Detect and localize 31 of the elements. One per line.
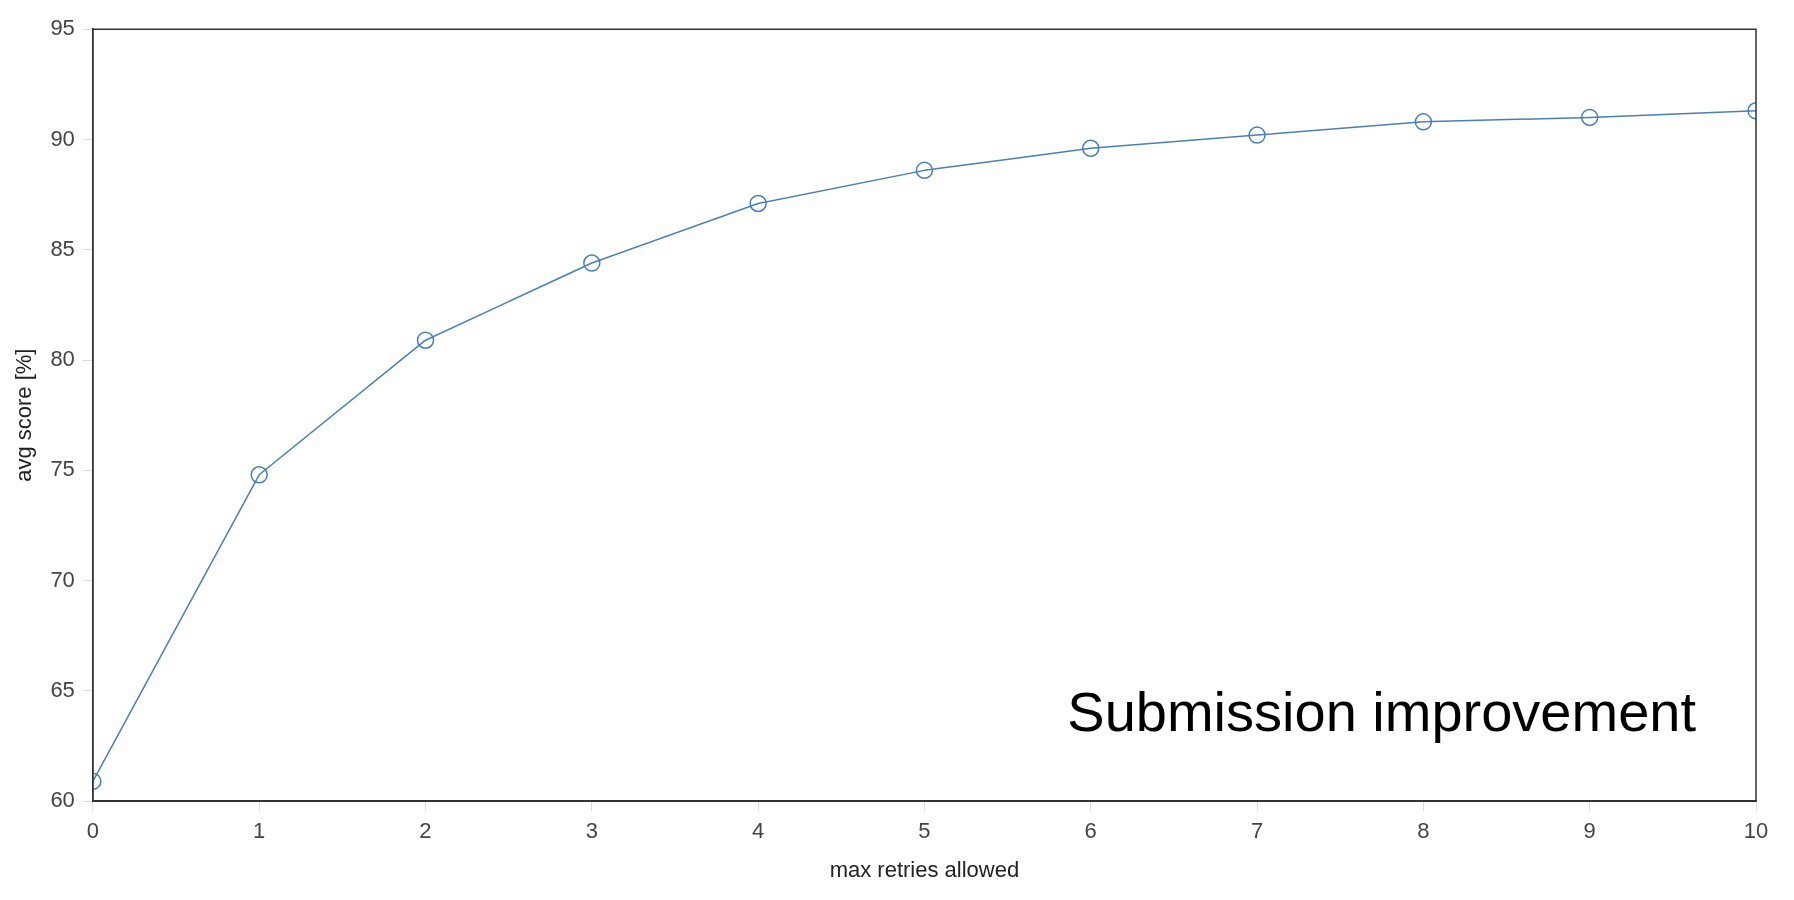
point [749, 194, 767, 213]
x-tick-label: 4 [752, 818, 765, 844]
y-axis-title: avg score [%] [11, 348, 37, 482]
point [915, 161, 934, 180]
x-tick-label: 6 [1084, 818, 1097, 844]
x-tick-label: 0 [86, 818, 99, 844]
x-tick-label: 1 [253, 818, 266, 844]
x-tick-label: 10 [1743, 818, 1769, 844]
y-tick-label: 75 [50, 456, 75, 482]
x-tick-label: 9 [1583, 818, 1596, 844]
point [583, 254, 601, 272]
x-axis-title: max retries allowed [829, 856, 1020, 882]
y-tick-label: 95 [50, 15, 75, 41]
x-tick-label: 3 [585, 818, 598, 844]
y-tick-label: 80 [50, 346, 75, 372]
x-tick-label: 5 [918, 818, 931, 844]
point [416, 331, 435, 349]
point [1580, 108, 1599, 127]
x-tick-label: 8 [1417, 818, 1430, 844]
y-tick-label: 65 [50, 676, 75, 702]
point [1414, 113, 1433, 131]
y-tick-label: 60 [50, 787, 75, 813]
point [1082, 139, 1100, 158]
x-tick-label: 2 [419, 818, 432, 844]
y-tick-label: 70 [50, 566, 75, 592]
annotation: Submission improvement [1067, 680, 1697, 744]
y-tick-label: 85 [50, 235, 75, 261]
point [250, 466, 268, 484]
y-tick-label: 90 [50, 125, 75, 151]
point [1248, 126, 1266, 144]
x-tick-label: 7 [1250, 818, 1264, 844]
